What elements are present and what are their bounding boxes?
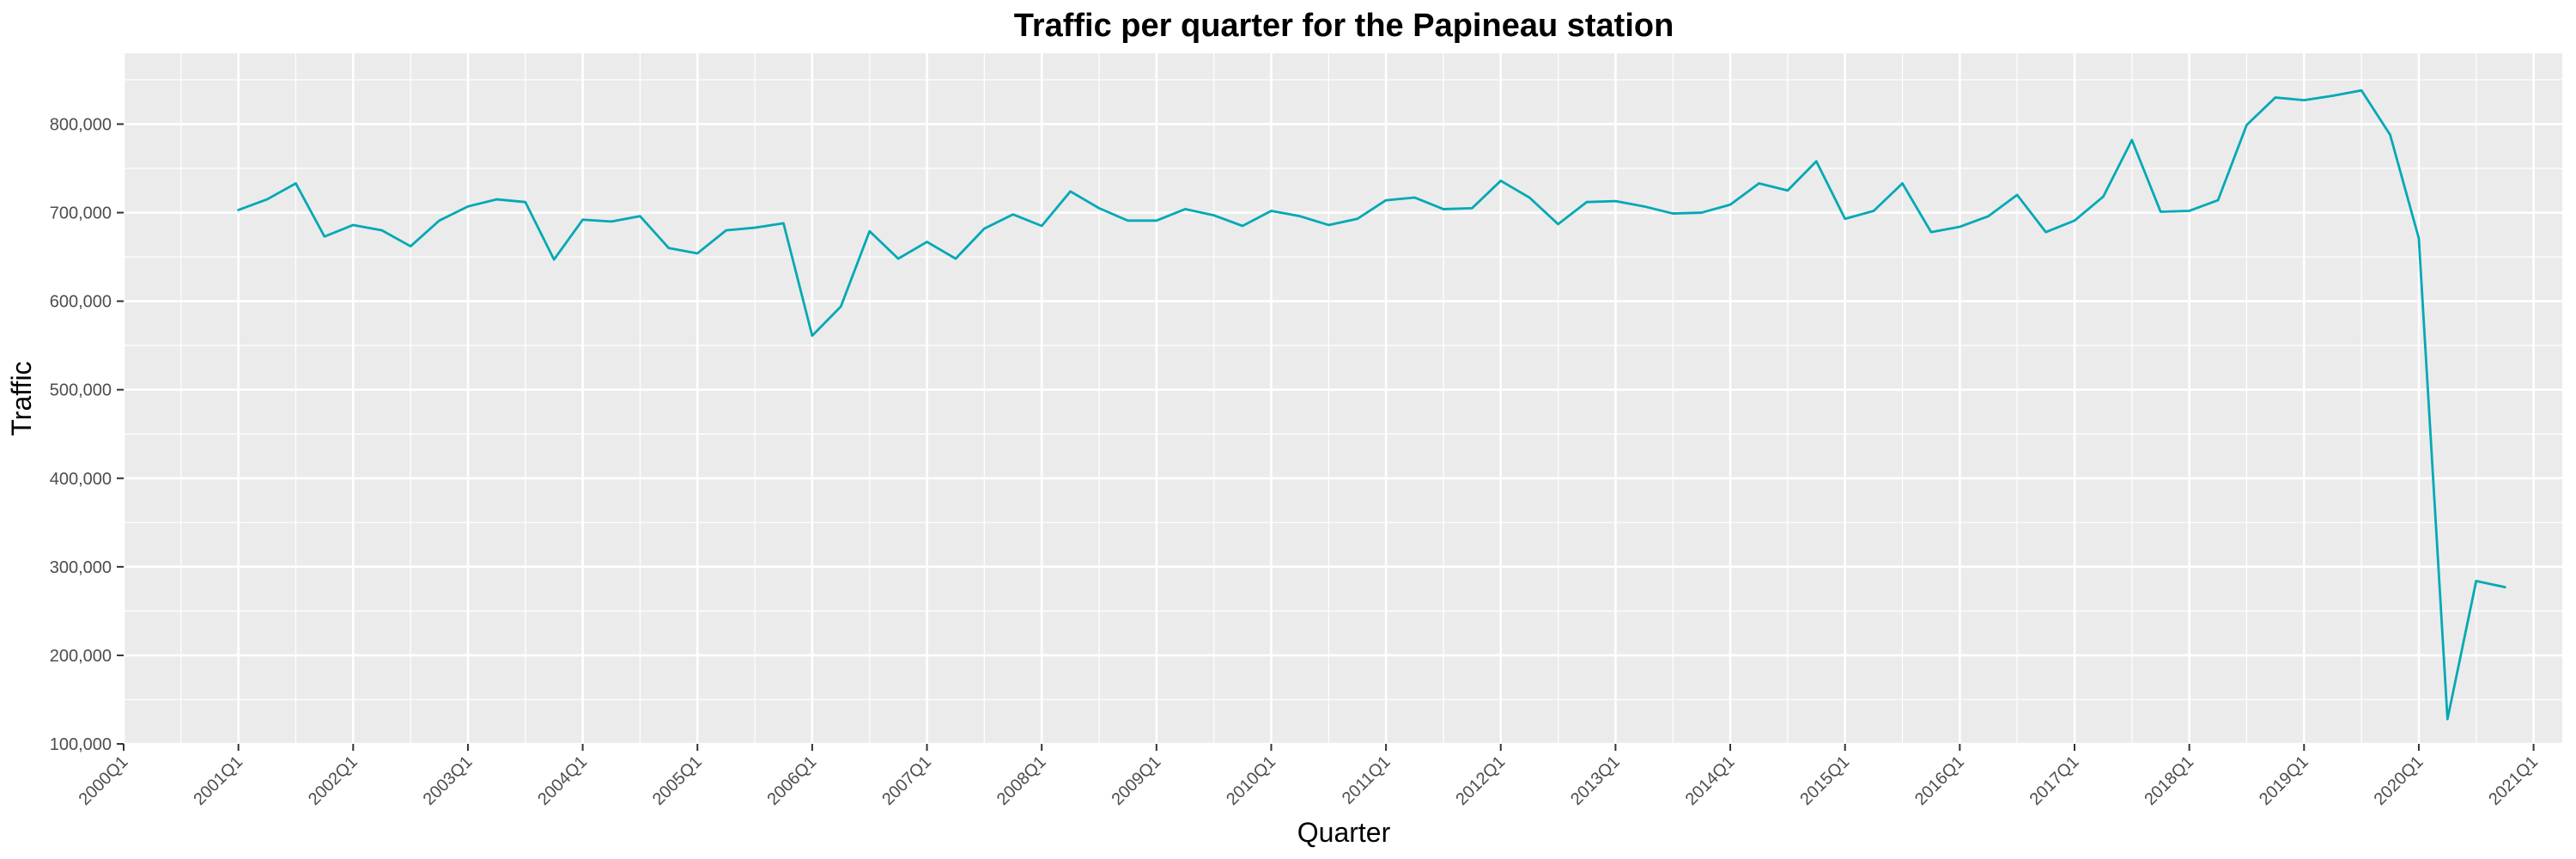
grid <box>122 53 2562 746</box>
x-tick-label: 2005Q1 <box>649 752 706 809</box>
series-line-traffic <box>237 88 2506 721</box>
y-tick-label: 100,000 <box>50 735 112 754</box>
x-tick-label: 2004Q1 <box>534 752 591 809</box>
y-tick-label: 600,000 <box>50 293 112 312</box>
x-tick-label: 2013Q1 <box>1567 752 1624 809</box>
x-tick-label: 2011Q1 <box>1339 752 1394 808</box>
x-tick-label: 2020Q1 <box>2371 752 2427 809</box>
x-tick-label: 2015Q1 <box>1796 752 1853 809</box>
x-axis-title: Quarter <box>1297 817 1391 848</box>
x-tick-label: 2018Q1 <box>2141 752 2197 809</box>
x-tick-label: 2007Q1 <box>878 752 935 809</box>
chart-title: Traffic per quarter for the Papineau sta… <box>1014 8 1674 44</box>
x-tick-label: 2010Q1 <box>1223 752 1279 809</box>
x-tick-label: 2016Q1 <box>1911 752 1968 809</box>
x-tick-label: 2017Q1 <box>2026 752 2083 809</box>
x-tick-label: 2006Q1 <box>764 752 821 809</box>
y-tick-label: 400,000 <box>50 470 112 489</box>
x-tick-label: 2014Q1 <box>1682 752 1739 809</box>
x-tick-label: 2002Q1 <box>305 752 361 809</box>
x-axis-ticks: 2000Q1 2001Q1 2002Q1 2003Q1 2004Q1 2005Q1 2006… <box>76 744 2542 809</box>
x-tick-label: 2008Q1 <box>993 752 1050 809</box>
y-tick-label: 500,000 <box>50 381 112 400</box>
y-axis-ticks: 100,000 200,000 300,000 400,000 500,000 600,0… <box>50 115 124 754</box>
y-tick-label: 800,000 <box>50 115 112 134</box>
y-tick-label: 700,000 <box>50 204 112 223</box>
x-tick-label: 2019Q1 <box>2256 752 2312 809</box>
y-axis-title: Traffic <box>6 361 37 436</box>
x-tick-label: 2003Q1 <box>420 752 477 809</box>
y-tick-label: 300,000 <box>50 558 112 577</box>
x-tick-label: 2001Q1 <box>190 752 246 809</box>
x-tick-label: 2000Q1 <box>76 752 132 809</box>
plot-background <box>124 53 2562 744</box>
x-tick-label: 2012Q1 <box>1452 752 1509 809</box>
x-tick-label: 2009Q1 <box>1108 752 1164 809</box>
series-layer <box>237 88 2506 721</box>
y-tick-label: 200,000 <box>50 647 112 666</box>
x-tick-label: 2021Q1 <box>2485 752 2542 809</box>
